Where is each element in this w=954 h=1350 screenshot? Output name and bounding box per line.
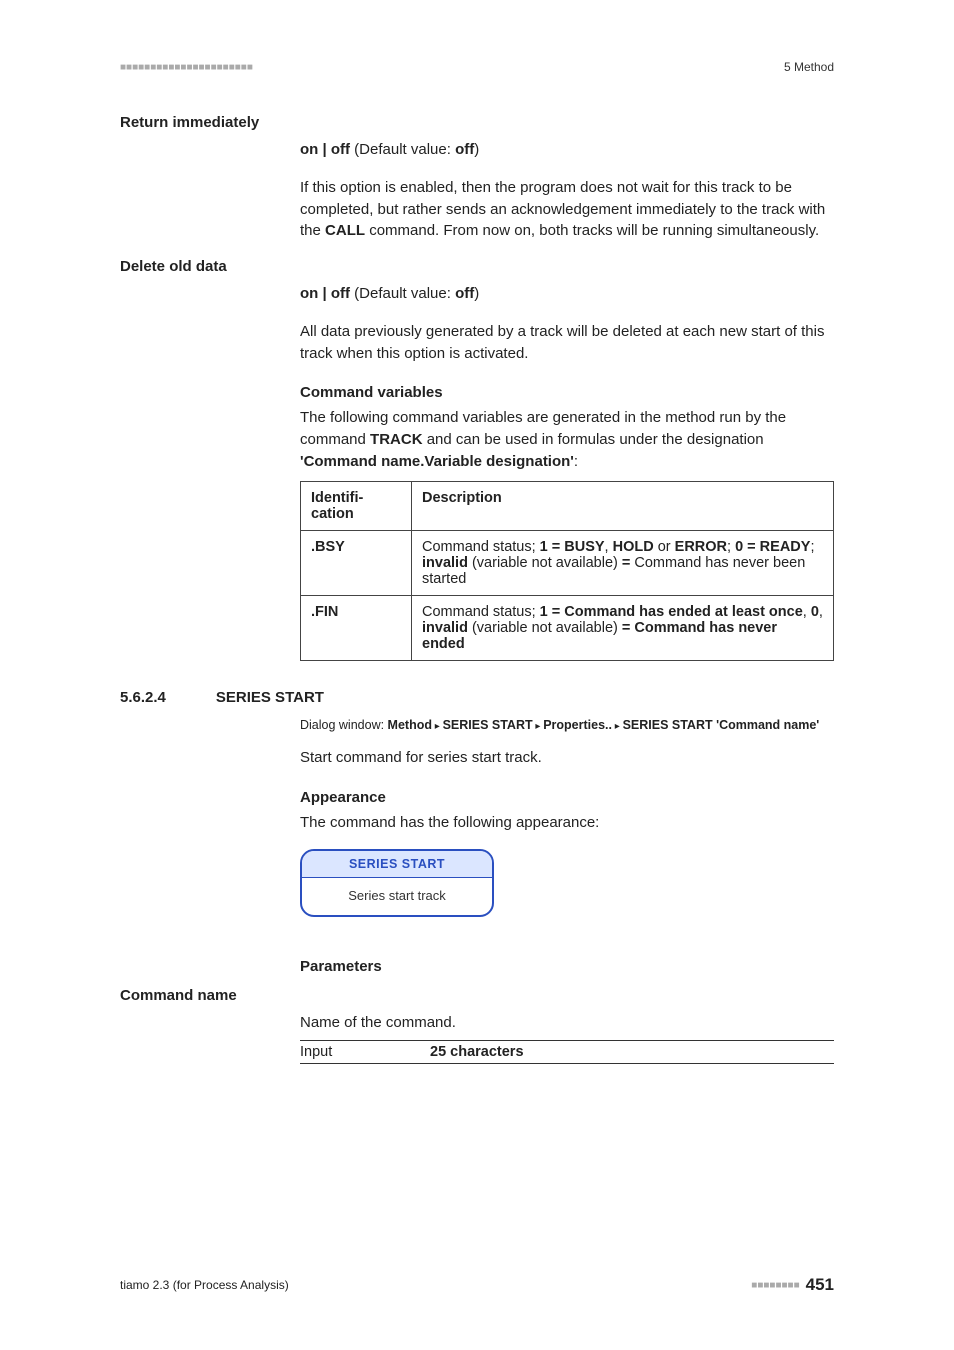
default-close: ) xyxy=(474,141,479,158)
default-value: off xyxy=(455,141,474,158)
r1-b2: 0 xyxy=(811,604,819,620)
command-name-label: Command name xyxy=(120,987,834,1004)
table-row: .BSY Command status; 1 = BUSY, HOLD or E… xyxy=(301,530,834,595)
delete-old-onoff: on | off (Default value: off) xyxy=(300,283,834,305)
r1-b3: invalid xyxy=(422,620,468,636)
r0-m1: , xyxy=(605,539,613,555)
cv-intro-bold2: 'Command name.Variable designation' xyxy=(300,453,574,470)
footer-tickbar: ■■■■■■■■ xyxy=(751,1280,799,1291)
page-number: 451 xyxy=(806,1275,834,1295)
page-footer: tiamo 2.3 (for Process Analysis) ■■■■■■■… xyxy=(120,1275,834,1295)
header-tickbar: ■■■■■■■■■■■■■■■■■■■■■■ xyxy=(120,62,253,73)
section-number: 5.6.2.4 xyxy=(120,689,166,706)
default-label: (Default value: xyxy=(350,141,455,158)
dlg-b3: Properties.. xyxy=(543,718,612,732)
dlg-tri2: ▸ xyxy=(533,721,544,732)
r1-m1: , xyxy=(803,604,811,620)
r1-m2: , xyxy=(819,604,823,620)
row1-desc: Command status; 1 = Command has ended at… xyxy=(412,595,834,660)
return-immediately-label: Return immediately xyxy=(120,114,834,131)
r1-p: Command status; xyxy=(422,604,540,620)
dod-default-label: (Default value: xyxy=(350,285,455,302)
command-vars-intro: The following command variables are gene… xyxy=(300,407,834,472)
table-header-row: Identifi­cation Description xyxy=(301,481,834,530)
appearance-text: The command has the following appearance… xyxy=(300,812,834,834)
series-start-command-block: SERIES START Series start track xyxy=(300,849,494,917)
r0-b5: invalid xyxy=(422,555,468,571)
dod-default-close: ) xyxy=(474,285,479,302)
table-row: .FIN Command status; 1 = Command has end… xyxy=(301,595,834,660)
dlg-tri1: ▸ xyxy=(432,721,443,732)
input-label: Input xyxy=(300,1044,430,1060)
r0-p: Command status; xyxy=(422,539,540,555)
dlg-b4: SERIES START 'Com­mand name' xyxy=(623,718,820,732)
cv-intro-3: : xyxy=(574,453,578,470)
series-start-box-body: Series start track xyxy=(302,878,492,915)
appearance-heading: Appearance xyxy=(300,789,834,806)
command-vars-heading: Command variables xyxy=(300,384,834,401)
section-5-6-2-4: 5.6.2.4 SERIES START xyxy=(120,689,834,706)
row1-id: .FIN xyxy=(311,604,338,620)
delete-old-data-label: Delete old data xyxy=(120,258,834,275)
command-vars-table: Identifi­cation Description .BSY Command… xyxy=(300,481,834,661)
r0-b1: 1 = BUSY xyxy=(540,539,605,555)
row0-id: .BSY xyxy=(311,539,345,555)
onoff-text: on | off xyxy=(300,141,350,158)
dlg-b2: SERIES START xyxy=(443,718,533,732)
col-description: Description xyxy=(412,481,834,530)
r1-b1: 1 = Command has ended at least once xyxy=(540,604,803,620)
dlg-prefix: Dialog window: xyxy=(300,718,388,732)
parameters-heading: Parameters xyxy=(300,958,834,975)
dod-onoff: on | off xyxy=(300,285,350,302)
dlg-tri3: ▸ xyxy=(612,721,623,732)
ri-body-2: command. From now on, both tracks will b… xyxy=(365,222,819,239)
dlg-b1: Method xyxy=(388,718,432,732)
r0-m5: (variable not available) xyxy=(468,555,622,571)
series-start-intro: Start command for series start track. xyxy=(300,747,834,769)
r1-m3: (variable not available) xyxy=(468,620,622,636)
r0-b3: ERROR xyxy=(675,539,727,555)
ri-body-bold: CALL xyxy=(325,222,365,239)
return-immediately-onoff: on | off (Default value: off) xyxy=(300,139,834,161)
footer-product: tiamo 2.3 (for Process Analysis) xyxy=(120,1278,289,1292)
delete-old-body: All data previously generated by a track… xyxy=(300,321,834,365)
r0-b4: 0 = READY xyxy=(735,539,810,555)
input-spec-row: Input 25 characters xyxy=(300,1040,834,1064)
r0-m2: or xyxy=(654,539,675,555)
chapter-ref: 5 Method xyxy=(784,60,834,74)
r0-m3: ; xyxy=(727,539,735,555)
cv-intro-2: and can be used in formulas under the de… xyxy=(423,431,764,448)
cv-intro-bold: TRACK xyxy=(370,431,423,448)
dod-default-value: off xyxy=(455,285,474,302)
return-immediately-body: If this option is enabled, then the prog… xyxy=(300,177,834,242)
section-title: SERIES START xyxy=(216,689,324,706)
row0-desc: Command status; 1 = BUSY, HOLD or ERROR;… xyxy=(412,530,834,595)
col-identification: Identifi­cation xyxy=(301,481,412,530)
r0-m4: ; xyxy=(810,539,814,555)
input-value: 25 characters xyxy=(430,1044,524,1060)
r0-b2: HOLD xyxy=(613,539,654,555)
page-header: ■■■■■■■■■■■■■■■■■■■■■■ 5 Method xyxy=(120,60,834,74)
command-name-desc: Name of the command. xyxy=(300,1012,834,1034)
dialog-window-path: Dialog window: Method ▸ SERIES START ▸ P… xyxy=(300,716,834,735)
series-start-box-header: SERIES START xyxy=(302,851,492,878)
